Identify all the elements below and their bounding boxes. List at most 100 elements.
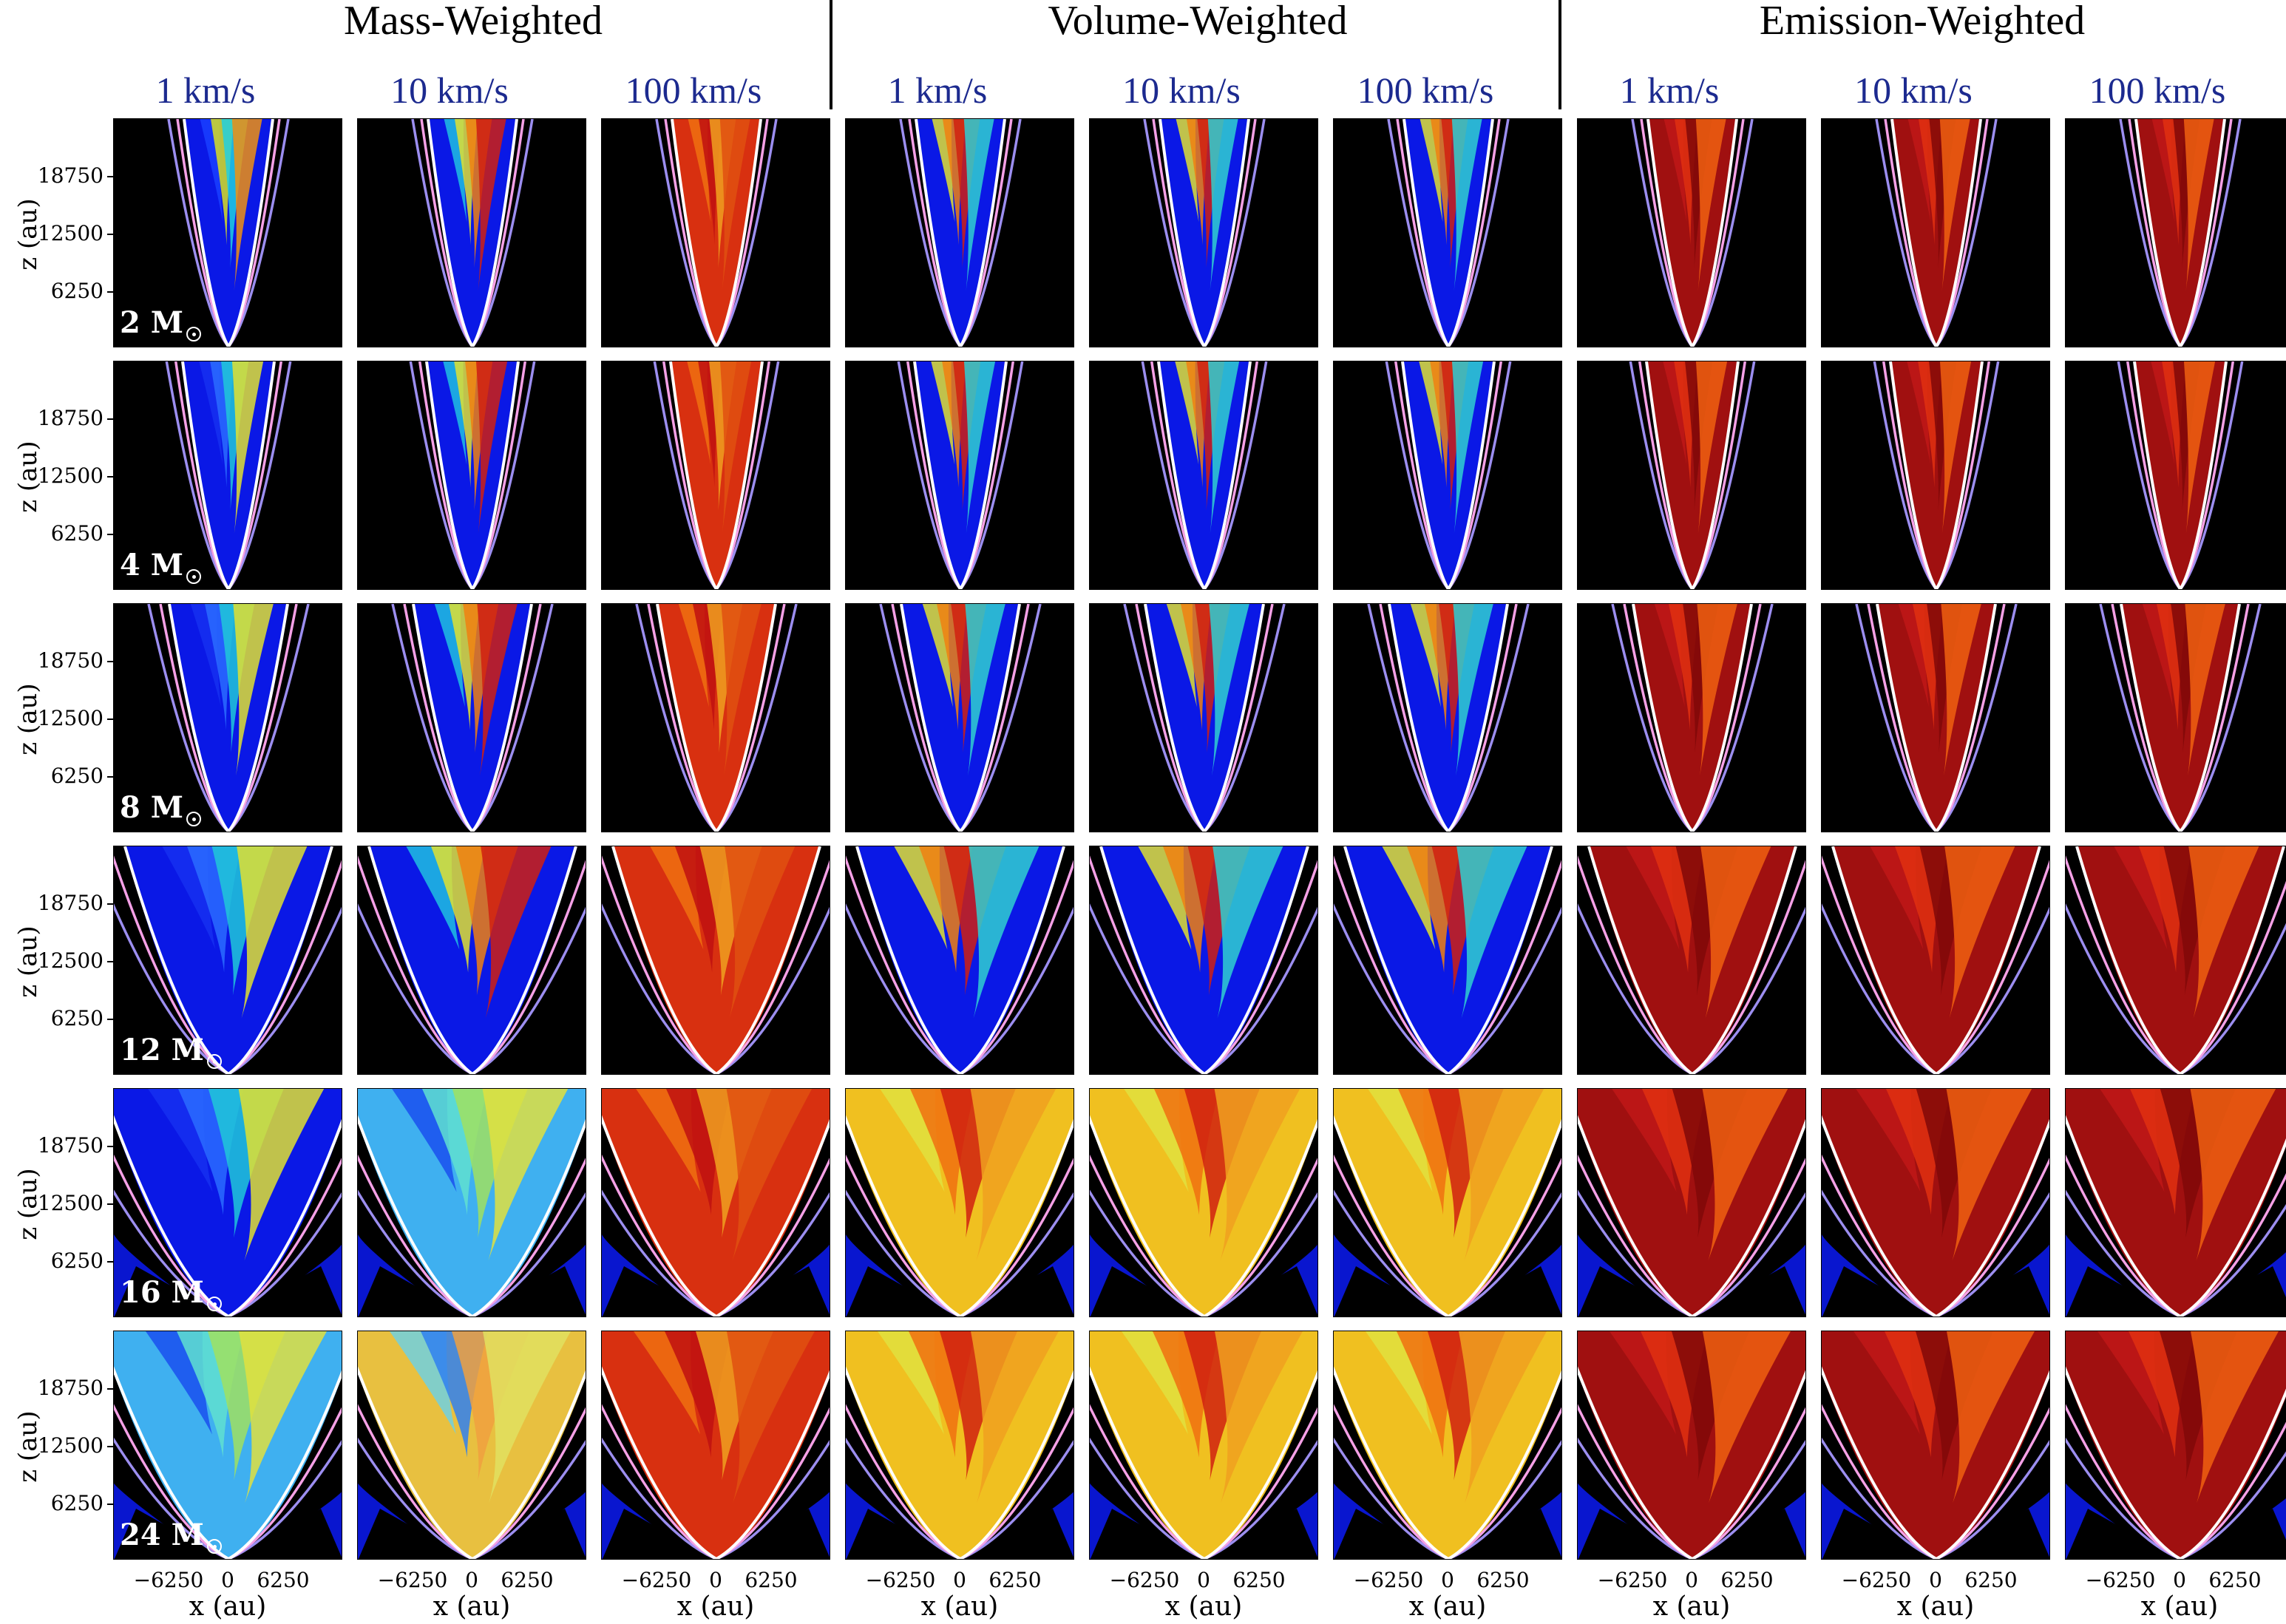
velocity-streak [239,1331,327,1504]
simulation-panel [2065,846,2286,1075]
contour-line [1822,1404,2049,1559]
simulation-panel [357,361,586,590]
column-label: 10 km/s [1854,69,1973,111]
contour-line [655,119,778,347]
panel-image [846,1331,1074,1559]
panel-image [846,1089,1074,1316]
panel-image [1578,1331,1805,1559]
y-axis-label: z (au) [13,1168,43,1240]
x-tick-label: 0 [221,1568,234,1592]
velocity-streak [1703,1331,1791,1504]
simulation-panel [601,118,830,347]
contour-line [2066,1366,2286,1559]
velocity-streak [1946,1089,2032,1261]
velocity-streak [1212,846,1283,1019]
velocity-streak [719,361,752,534]
contour-line [1396,119,1501,347]
contour-line [602,1189,830,1316]
contour-line [602,855,830,1074]
velocity-streak [971,1331,1059,1504]
contour-line [846,1189,1074,1316]
contour-line [1123,604,1286,832]
contour-line [1645,361,1740,589]
velocity-streak [2191,1331,2279,1504]
contour-line [1090,1154,1317,1316]
simulation-panel: 12 M [113,846,342,1075]
x-axis-label: x (au) [1896,1591,1975,1622]
y-axis-label: z (au) [13,1410,43,1483]
velocity-streak [1209,604,1249,776]
contour-line [1890,119,1982,347]
panel-image [1334,1331,1561,1559]
solar-mass-symbol-icon [206,1054,222,1069]
velocity-streak [2183,361,2216,534]
panel-image [1578,119,1805,347]
ambient-dark [358,1266,586,1316]
contour-line [420,119,525,347]
ambient-dark [602,1266,830,1316]
contour-line [891,604,1030,832]
x-tick-label: −6250 [621,1568,692,1592]
y-axis-label: z (au) [13,925,43,998]
panel-image [1822,119,2049,347]
contour-line [1855,604,2018,832]
contour-line [174,361,283,589]
ambient-dark [1334,1266,1561,1316]
panel-image [1334,846,1561,1074]
contour-line [114,1154,342,1316]
solar-mass-symbol-icon [186,812,202,826]
x-tick-label: −6250 [1109,1568,1180,1592]
x-axis-label: x (au) [676,1591,755,1622]
simulation-panel [1089,1088,1318,1317]
velocity-streak [969,846,1039,1019]
x-tick-label: −6250 [1597,1568,1668,1592]
velocity-streak [726,1089,813,1261]
panel-image [602,846,830,1074]
contour-line [2099,604,2262,832]
y-tick-mark [107,1504,113,1505]
simulation-panel [845,846,1074,1075]
panel-image [602,604,830,832]
velocity-streak [1702,1089,1788,1261]
contour-line [1379,604,1518,832]
contour-line [165,361,292,589]
panel-image [2066,846,2286,1074]
contour-line [1889,361,1984,589]
contour-line [913,361,1008,589]
y-axis-label: z (au) [13,683,43,755]
simulation-panel [357,118,586,347]
contour-line [653,361,780,589]
ambient-dark [846,1266,1074,1316]
contour-line [1831,846,2041,1074]
contour-line [1150,361,1259,589]
velocity-streak [727,1331,815,1504]
velocity-streak [2183,119,2214,291]
simulation-panel [601,603,830,832]
group-title-emission-weighted: Emission-Weighted [1759,0,2086,44]
contour-line [1884,119,1989,347]
panel-image [1090,604,1317,832]
contour-line [1867,604,2006,832]
contour-line [602,903,830,1074]
panel-image [846,119,1074,347]
ambient-dark [2066,1266,2286,1316]
simulation-panel [845,118,1074,347]
simulation-panel [1577,118,1806,347]
y-tick-label: 18750 [37,163,104,188]
y-tick-mark [107,1203,113,1205]
simulation-panel [2065,361,2286,590]
y-tick-label: 18750 [37,1376,104,1400]
contour-line [358,1404,586,1559]
contour-line [2119,119,2242,347]
panel-image [114,1089,342,1316]
contour-line [1388,604,1509,832]
panel-image [114,119,342,347]
panel-image [1578,1089,1805,1316]
x-axis-label: x (au) [433,1591,511,1622]
panel-image [2066,119,2286,347]
contour-line [1367,604,1530,832]
x-tick-label: −6250 [377,1568,448,1592]
y-tick-mark [107,1388,113,1390]
panel-image [358,604,586,832]
ambient-dark [1090,1509,1317,1559]
